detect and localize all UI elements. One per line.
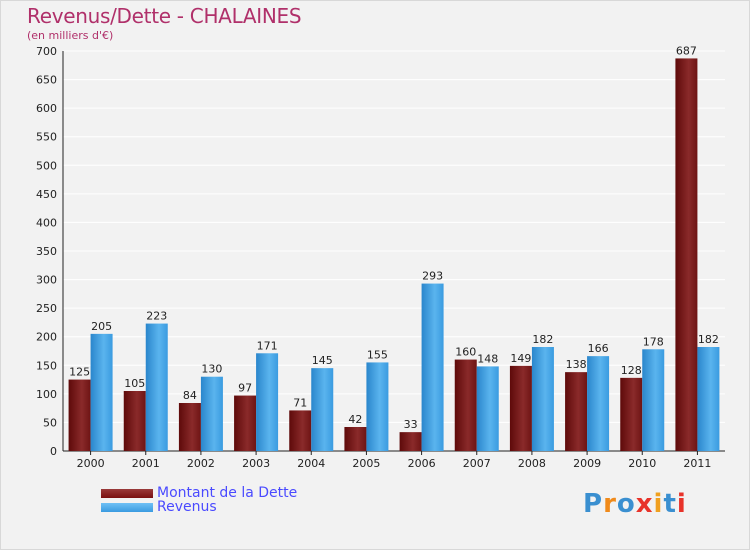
legend-label-revenus: Revenus — [157, 499, 217, 515]
bar-dette-2002 — [178, 403, 201, 451]
chart-legend: Montant de la Dette Revenus — [101, 486, 297, 514]
bar-dette-2008 — [509, 365, 532, 451]
data-label: 105 — [124, 377, 145, 390]
data-label: 97 — [238, 382, 252, 395]
y-tick-label: 0 — [50, 445, 57, 458]
data-label: 138 — [566, 358, 587, 371]
x-tick-label: 2002 — [187, 457, 215, 470]
data-label: 160 — [455, 346, 476, 359]
x-tick-label: 2008 — [518, 457, 546, 470]
bar-dette-2010 — [620, 377, 643, 451]
x-tick-label: 2011 — [683, 457, 711, 470]
bar-dette-2005 — [344, 427, 367, 451]
data-label: 71 — [293, 396, 307, 409]
x-tick-label: 2010 — [628, 457, 656, 470]
x-tick-label: 2003 — [242, 457, 270, 470]
bar-dette-2004 — [289, 410, 312, 451]
y-tick-label: 550 — [36, 131, 57, 144]
y-tick-label: 700 — [36, 45, 57, 58]
data-label: 223 — [146, 310, 167, 323]
y-tick-label: 300 — [36, 274, 57, 287]
legend-item-dette: Montant de la Dette — [101, 486, 297, 500]
x-tick-label: 2007 — [463, 457, 491, 470]
data-label: 33 — [404, 418, 418, 431]
y-tick-label: 50 — [43, 416, 57, 429]
bar-revenus-2009 — [587, 356, 610, 451]
bar-revenus-2011 — [697, 347, 720, 451]
data-label: 182 — [698, 333, 719, 346]
data-label: 171 — [257, 339, 278, 352]
bar-dette-2003 — [234, 395, 257, 451]
data-label: 149 — [510, 352, 531, 365]
bar-dette-2006 — [399, 432, 422, 451]
data-label: 166 — [588, 342, 609, 355]
data-label: 125 — [69, 366, 90, 379]
bar-revenus-2003 — [256, 353, 279, 451]
proxiti-logo: Proxiti — [583, 489, 687, 519]
bar-revenus-2006 — [421, 283, 444, 451]
legend-item-revenus: Revenus — [101, 500, 297, 514]
y-tick-label: 500 — [36, 159, 57, 172]
bar-dette-2007 — [454, 359, 477, 451]
data-label: 84 — [183, 389, 197, 402]
legend-swatch-dette — [101, 488, 153, 498]
data-label: 128 — [621, 364, 642, 377]
data-label: 182 — [532, 333, 553, 346]
y-tick-label: 400 — [36, 216, 57, 229]
bar-dette-2009 — [565, 372, 588, 451]
x-tick-label: 2000 — [77, 457, 105, 470]
y-tick-label: 650 — [36, 74, 57, 87]
bar-revenus-2008 — [531, 347, 554, 451]
data-label: 178 — [643, 335, 664, 348]
legend-label-dette: Montant de la Dette — [157, 485, 298, 501]
bar-revenus-2005 — [366, 362, 389, 451]
y-tick-label: 450 — [36, 188, 57, 201]
data-label: 145 — [312, 354, 333, 367]
chart-subtitle: (en milliers d'€) — [27, 29, 114, 42]
y-tick-label: 600 — [36, 102, 57, 115]
y-tick-label: 100 — [36, 388, 57, 401]
bar-revenus-2002 — [200, 376, 223, 451]
bar-revenus-2001 — [145, 323, 168, 451]
bar-revenus-2000 — [90, 333, 113, 451]
x-tick-label: 2005 — [352, 457, 380, 470]
x-tick-label: 2009 — [573, 457, 601, 470]
bar-revenus-2004 — [311, 368, 334, 451]
legend-swatch-revenus — [101, 502, 153, 512]
data-label: 130 — [201, 363, 222, 376]
y-tick-label: 150 — [36, 359, 57, 372]
data-label: 42 — [348, 413, 362, 426]
data-label: 205 — [91, 320, 112, 333]
bar-dette-2000 — [68, 379, 91, 451]
bar-dette-2001 — [123, 391, 146, 451]
x-tick-label: 2006 — [408, 457, 436, 470]
x-tick-label: 2001 — [132, 457, 160, 470]
data-label: 155 — [367, 348, 388, 361]
y-tick-label: 350 — [36, 245, 57, 258]
bar-revenus-2010 — [642, 349, 665, 451]
data-label: 687 — [676, 44, 697, 57]
chart-title: Revenus/Dette - CHALAINES — [27, 4, 302, 28]
data-label: 148 — [477, 352, 498, 365]
data-label: 293 — [422, 270, 443, 283]
bar-dette-2011 — [675, 58, 698, 452]
y-tick-label: 250 — [36, 302, 57, 315]
x-tick-label: 2004 — [297, 457, 325, 470]
y-tick-label: 200 — [36, 331, 57, 344]
bar-revenus-2007 — [476, 366, 499, 451]
